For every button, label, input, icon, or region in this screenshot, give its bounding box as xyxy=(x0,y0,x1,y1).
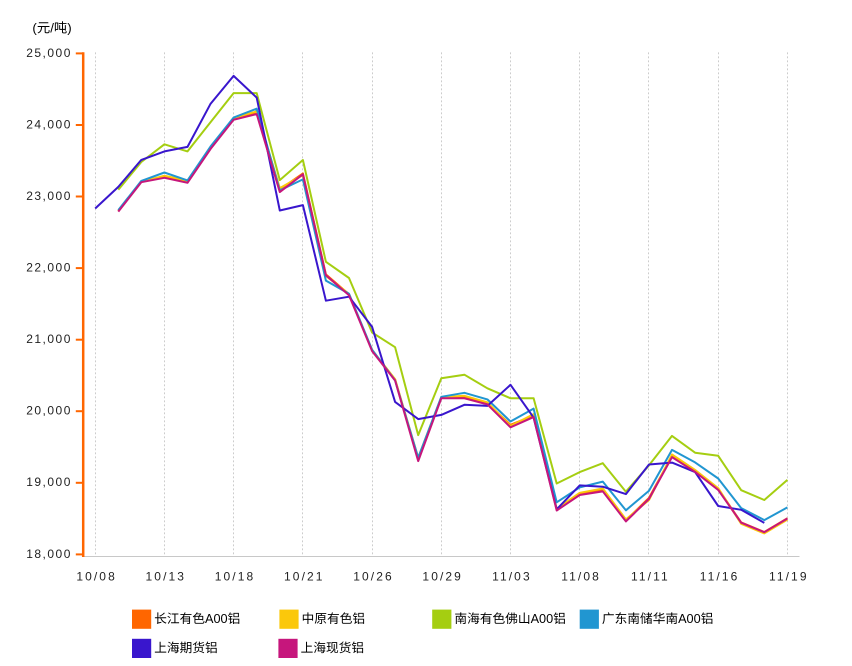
svg-text:/: / xyxy=(50,20,54,35)
svg-text:10/29: 10/29 xyxy=(422,570,463,584)
svg-text:19,000: 19,000 xyxy=(26,475,72,489)
svg-text:10/13: 10/13 xyxy=(146,570,187,584)
svg-text:): ) xyxy=(67,20,71,35)
svg-text:25,000: 25,000 xyxy=(26,46,72,60)
svg-text:(: ( xyxy=(32,20,37,35)
svg-text:A00: A00 xyxy=(205,612,228,626)
svg-text:10/08: 10/08 xyxy=(76,570,117,584)
svg-text:10/26: 10/26 xyxy=(353,570,394,584)
svg-text:11/03: 11/03 xyxy=(492,570,532,584)
svg-text:11/08: 11/08 xyxy=(561,570,601,584)
svg-text:20,000: 20,000 xyxy=(26,404,72,418)
svg-text:11/19: 11/19 xyxy=(769,570,809,584)
svg-text:10/21: 10/21 xyxy=(284,570,325,584)
svg-text:10/18: 10/18 xyxy=(215,570,256,584)
svg-text:11/11: 11/11 xyxy=(631,570,670,584)
svg-text:21,000: 21,000 xyxy=(26,332,72,346)
svg-text:A00: A00 xyxy=(531,612,554,626)
svg-text:24,000: 24,000 xyxy=(26,117,72,131)
svg-text:23,000: 23,000 xyxy=(26,189,72,203)
svg-text:11/16: 11/16 xyxy=(700,570,740,584)
svg-text:22,000: 22,000 xyxy=(26,261,72,275)
svg-text:A00: A00 xyxy=(678,612,701,626)
svg-text:18,000: 18,000 xyxy=(26,547,72,561)
